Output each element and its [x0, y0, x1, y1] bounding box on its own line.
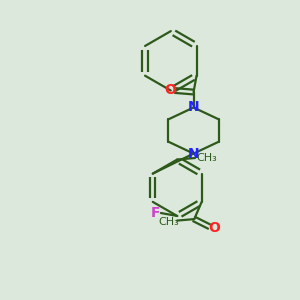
Text: N: N: [188, 147, 200, 160]
Text: CH₃: CH₃: [158, 217, 179, 227]
Text: F: F: [151, 206, 160, 220]
Text: N: N: [188, 100, 200, 115]
Text: O: O: [164, 83, 176, 97]
Text: CH₃: CH₃: [196, 153, 217, 163]
Text: O: O: [208, 221, 220, 235]
